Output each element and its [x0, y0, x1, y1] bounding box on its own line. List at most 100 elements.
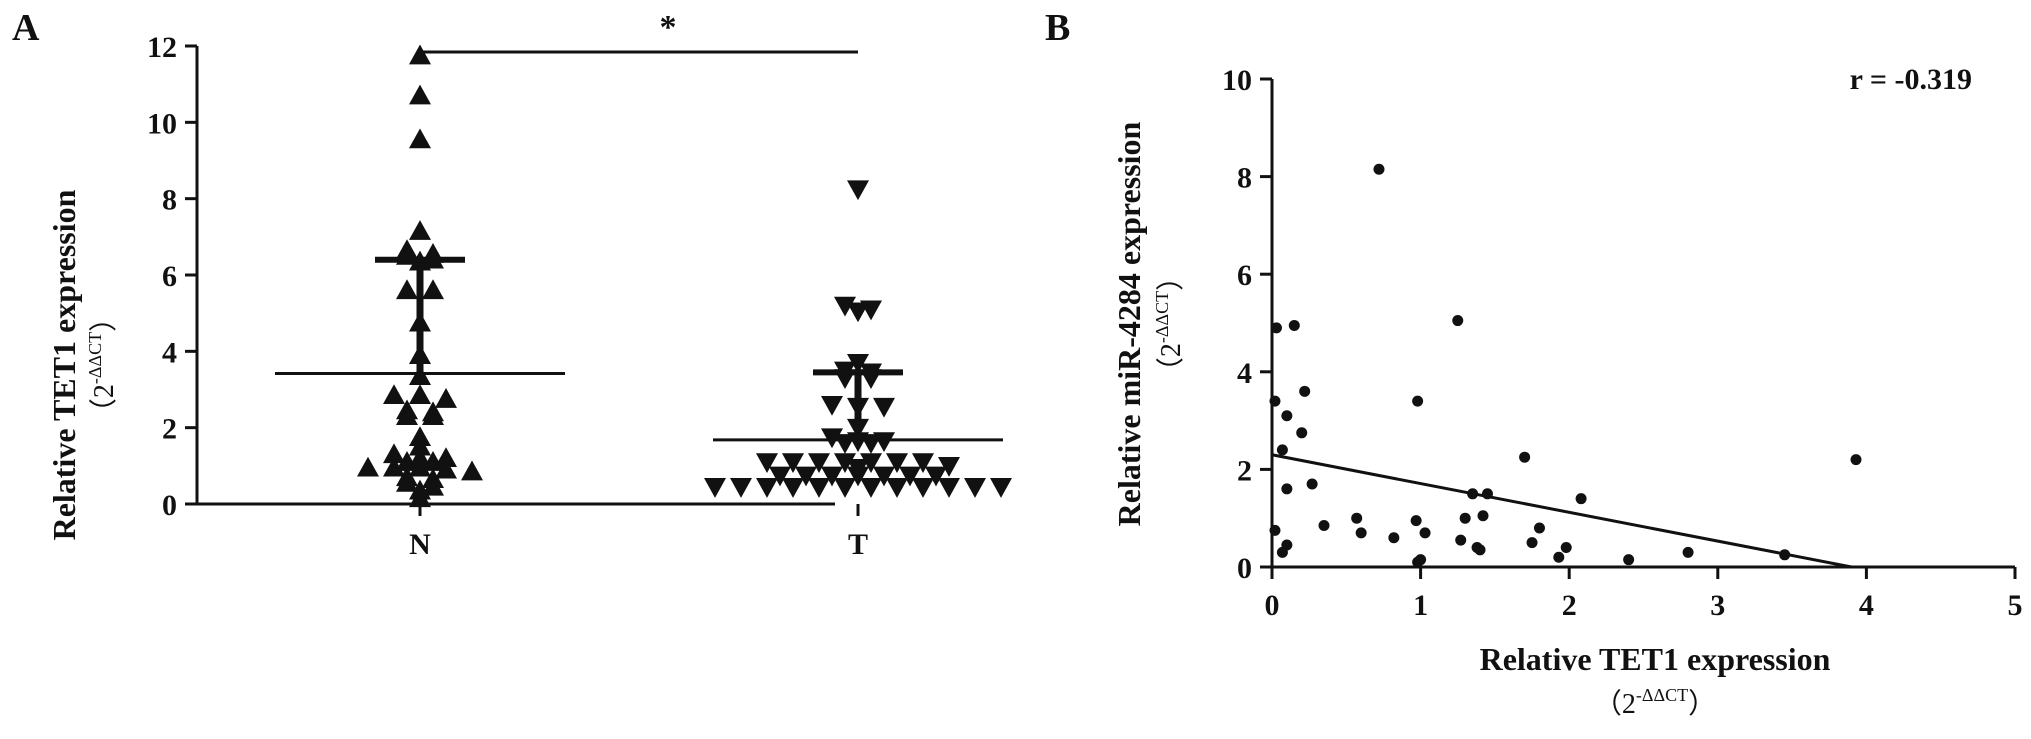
panel-a-point-T — [821, 428, 843, 449]
panel-a-point-N — [409, 220, 431, 240]
panel-b-point — [1682, 546, 1694, 558]
panel-b-ylabel-text: Relative miR-4284 expression — [1111, 121, 1147, 526]
panel-b-xtick-label: 0 — [1265, 589, 1280, 622]
panel-b-point — [1519, 451, 1531, 463]
panel-a-point-T — [821, 466, 843, 487]
panel-b-point — [1455, 534, 1467, 546]
panel-a-yunit-exp: -ΔΔCT — [85, 332, 105, 384]
panel-b-point — [1467, 488, 1479, 500]
panel-b-point — [1299, 385, 1311, 397]
panel-b-point — [1276, 444, 1288, 456]
panel-a-xtick-label: T — [848, 528, 868, 561]
panel-b-point — [1373, 163, 1385, 175]
panel-a-ytick-label: 0 — [162, 489, 177, 522]
panel-b-point — [1477, 510, 1489, 522]
panel-a-point-T — [873, 397, 895, 418]
panel-b-ytick-label: 10 — [1222, 64, 1252, 97]
panel-a-point-T — [873, 466, 895, 487]
panel-a-point-N — [422, 475, 444, 496]
panel-a-ylabel-unit: （2-ΔΔCT） — [85, 304, 120, 426]
panel-a-point-T — [769, 466, 791, 487]
panel-b-ytick-label: 2 — [1237, 454, 1252, 487]
panel-a-point-N — [422, 451, 444, 471]
panel-b-point — [1481, 488, 1493, 500]
panel-b-xtick-label: 1 — [1413, 589, 1428, 622]
panel-a-point-T — [938, 457, 960, 477]
panel-a-point-N — [422, 405, 444, 426]
panel-a-point-T — [847, 466, 869, 487]
panel-b-xtick-label: 5 — [2008, 589, 2023, 622]
panel-a-point-T — [834, 453, 856, 474]
panel-a-point-N — [383, 443, 405, 464]
panel-b-ytick-label: 0 — [1237, 552, 1252, 585]
panel-a-point-T — [704, 478, 726, 498]
panel-a-ytick-label: 12 — [147, 31, 177, 64]
panel-a-plot: 0 2 4 6 8 10 12 N T — [147, 31, 1012, 561]
panel-a-point-N — [409, 365, 431, 385]
panel-a-point-N — [396, 472, 418, 492]
panel-b-point — [1269, 395, 1281, 407]
panel-b-ylabel: Relative miR-4284 expression — [1111, 121, 1147, 526]
panel-a-point-T — [834, 434, 856, 454]
panel-a-point-T — [899, 466, 921, 487]
panel-a-point-T — [756, 478, 778, 498]
panel-a-point-T — [834, 296, 856, 317]
panel-b-point — [1296, 427, 1308, 439]
panel-a-point-T — [808, 453, 830, 474]
panel-b-ytick-label: 6 — [1237, 259, 1252, 292]
panel-a-point-N — [409, 435, 431, 456]
panel-a-point-T — [782, 453, 804, 474]
panel-a-point-N — [409, 456, 431, 477]
panel-a-point-T — [821, 395, 843, 416]
panel-a-point-T — [938, 478, 960, 498]
svg-text:（2-ΔΔCT）: （2-ΔΔCT） — [1152, 263, 1187, 385]
panel-a-point-T — [925, 466, 947, 487]
panel-b-xtick-label: 4 — [1859, 589, 1874, 622]
panel-a-point-T — [860, 434, 882, 454]
panel-b-point — [1623, 554, 1635, 566]
panel-a-label: A — [12, 7, 40, 49]
panel-a-ytick-label: 6 — [162, 260, 177, 293]
panel-a-point-T — [834, 478, 856, 498]
panel-b-point — [1270, 322, 1282, 334]
panel-b-point — [1533, 522, 1545, 534]
panel-a-point-T — [912, 478, 934, 498]
panel-b-point — [1269, 524, 1281, 536]
panel-b-point — [1355, 527, 1367, 539]
panel-a-point-T — [860, 478, 882, 498]
panel-b-point — [1412, 556, 1424, 568]
panel-a-point-T — [847, 180, 869, 201]
panel-a-point-T — [990, 478, 1012, 498]
panel-b-plot: 0 2 4 6 8 10 0 1 2 3 4 5 — [1222, 64, 2023, 622]
panel-a-ytick-label: 2 — [162, 413, 177, 446]
panel-b-regression-line — [1271, 453, 1852, 569]
panel-a-point-T — [847, 353, 869, 374]
panel-a-ylabel: Relative TET1 expression — [46, 189, 82, 540]
panel-a-point-N — [396, 451, 418, 471]
panel-a-point-N — [409, 384, 431, 405]
panel-b-xlabel-unit: （2-ΔΔCT） — [1594, 685, 1716, 720]
panel-a-point-T — [795, 466, 817, 487]
panel-a-point-T — [964, 478, 986, 498]
panel-b-ytick-label: 8 — [1237, 162, 1252, 195]
panel-a-point-N — [409, 487, 431, 508]
panel-b-point — [1318, 520, 1330, 532]
panel-b-point — [1575, 493, 1587, 505]
panel-b-ytick-label: 4 — [1237, 357, 1252, 390]
panel-b-point — [1288, 319, 1300, 331]
panel-a-point-T — [860, 453, 882, 474]
panel-a-point-N — [396, 279, 418, 300]
panel-a-point-T — [756, 453, 778, 474]
panel-b-xlabel: Relative TET1 expression — [1480, 641, 1831, 677]
panel-b-correlation: r = -0.319 — [1850, 63, 1972, 96]
panel-b-xunit-exp: -ΔΔCT — [1636, 685, 1688, 705]
panel-a-point-T — [782, 478, 804, 498]
panel-a-point-T — [886, 478, 908, 498]
panel-a-point-T — [847, 302, 869, 323]
panel-b-xtick-label: 3 — [1710, 589, 1725, 622]
panel-b-point — [1526, 537, 1538, 549]
svg-text:（2-ΔΔCT）: （2-ΔΔCT） — [85, 304, 120, 426]
panel-b-point — [1306, 478, 1318, 490]
panel-b-point — [1281, 410, 1293, 422]
